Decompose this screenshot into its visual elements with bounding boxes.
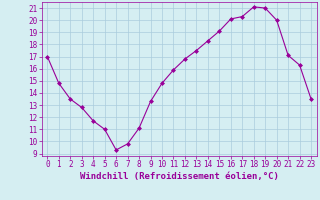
X-axis label: Windchill (Refroidissement éolien,°C): Windchill (Refroidissement éolien,°C) <box>80 172 279 181</box>
